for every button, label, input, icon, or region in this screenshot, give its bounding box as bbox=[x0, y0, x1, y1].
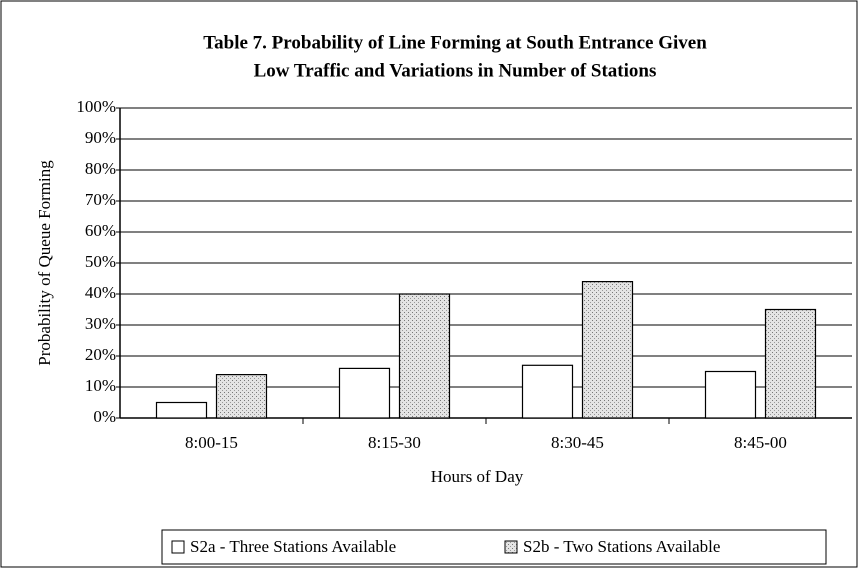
x-tick-label: 8:45-00 bbox=[734, 433, 787, 452]
bar bbox=[215, 374, 268, 419]
bar bbox=[398, 293, 451, 419]
y-tick-label: 40% bbox=[85, 283, 116, 302]
legend-swatch bbox=[171, 540, 185, 554]
y-tick-label: 0% bbox=[93, 407, 116, 426]
y-tick-label: 60% bbox=[85, 221, 116, 240]
chart-title: Low Traffic and Variations in Number of … bbox=[254, 60, 657, 81]
y-tick-label: 10% bbox=[85, 376, 116, 395]
x-axis-label: Hours of Day bbox=[431, 467, 524, 486]
y-tick-label: 30% bbox=[85, 314, 116, 333]
y-tick-label: 50% bbox=[85, 252, 116, 271]
x-tick-label: 8:00-15 bbox=[185, 433, 238, 452]
y-axis-label: Probability of Queue Forming bbox=[35, 160, 54, 366]
y-tick-label: 80% bbox=[85, 159, 116, 178]
x-tick-label: 8:15-30 bbox=[368, 433, 421, 452]
y-tick-label: 70% bbox=[85, 190, 116, 209]
y-tick-label: 100% bbox=[76, 97, 116, 116]
y-tick-label: 90% bbox=[85, 128, 116, 147]
bar bbox=[155, 401, 208, 419]
legend-label: S2b - Two Stations Available bbox=[523, 537, 720, 556]
chart-title: Table 7. Probability of Line Forming at … bbox=[203, 32, 707, 53]
bar bbox=[764, 308, 817, 419]
legend-box bbox=[161, 529, 827, 565]
bar bbox=[521, 364, 574, 419]
legend-swatch bbox=[504, 540, 518, 554]
x-tick-label: 8:30-45 bbox=[551, 433, 604, 452]
bar bbox=[338, 367, 391, 419]
bar bbox=[581, 281, 634, 419]
legend-label: S2a - Three Stations Available bbox=[190, 537, 396, 556]
y-tick-label: 20% bbox=[85, 345, 116, 364]
bar bbox=[704, 370, 757, 419]
